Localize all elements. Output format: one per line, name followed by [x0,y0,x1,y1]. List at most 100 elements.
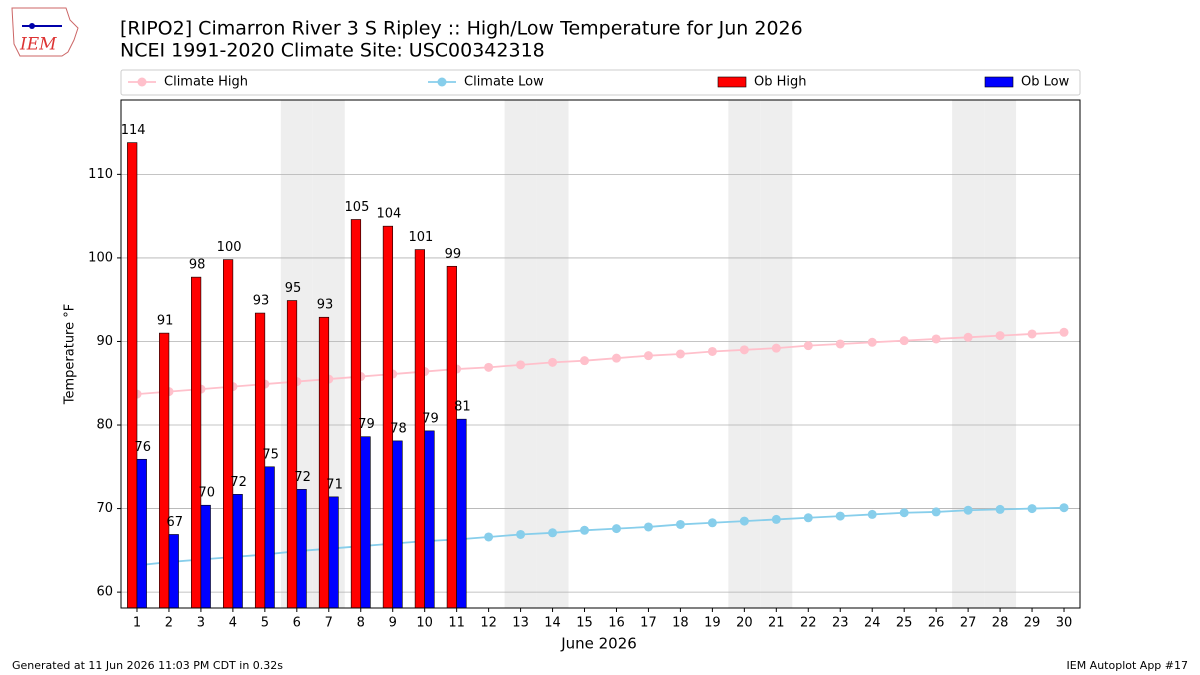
logo-dot [29,23,35,29]
legend-swatch [984,76,1014,88]
x-tick-label: 13 [512,616,529,631]
line-marker [516,360,526,370]
x-tick-label: 20 [736,616,753,631]
bar [392,440,403,609]
x-tick-label: 30 [1056,616,1073,631]
bar-value-label: 67 [166,515,183,530]
x-tick-label: 12 [480,616,497,631]
bar-value-label: 98 [189,258,206,273]
legend-label: Climate Low [464,75,544,90]
bar-value-label: 101 [408,230,433,245]
x-tick-label: 6 [293,616,301,631]
line-marker [803,341,813,351]
bar-value-label: 99 [445,247,462,262]
bar [168,534,179,609]
y-axis-label: Temperature °F [63,304,78,405]
y-tick-label: 80 [96,418,113,433]
line-marker [739,345,749,355]
line-marker [1059,327,1069,337]
legend-marker [437,77,447,87]
line-marker [484,362,494,372]
line-marker [899,336,909,346]
footer-left: Generated at 11 Jun 2026 11:03 PM CDT in… [12,659,283,672]
bar-value-label: 70 [198,486,215,501]
line-marker [484,532,494,542]
bar [127,142,138,609]
x-tick-label: 10 [416,616,433,631]
x-tick-label: 2 [165,616,173,631]
bar [159,332,170,609]
line-marker [771,343,781,353]
weekend-shade [760,100,793,608]
chart-title: [RIPO2] Cimarron River 3 S Ripley :: Hig… [120,18,803,40]
bar-value-label: 81 [454,400,471,415]
logo-outline [11,7,79,57]
legend-label: Climate High [164,75,248,90]
line-marker [580,525,590,535]
line-marker [835,339,845,349]
line [136,506,1065,567]
bar [222,259,234,609]
x-tick-label: 23 [832,616,849,631]
x-tick-label: 8 [357,616,365,631]
logo: IEM [11,7,79,57]
bar [456,418,467,609]
logo-text: IEM [19,35,57,55]
line-marker [995,331,1005,341]
bar [328,496,339,609]
bar [191,276,202,609]
x-tick-label: 5 [261,616,269,631]
chart-subtitle: NCEI 1991-2020 Climate Site: USC00342318 [120,40,545,62]
legend-marker [137,77,147,87]
line-marker [1027,329,1037,339]
weekend-shade [536,100,569,608]
y-tick-label: 100 [88,250,113,265]
x-tick-label: 4 [229,616,237,631]
x-tick-label: 14 [544,616,561,631]
x-tick-label: 16 [608,616,625,631]
x-tick-label: 3 [197,616,205,631]
line-marker [835,511,845,521]
line-marker [963,332,973,342]
bar [232,494,243,609]
bar [296,489,307,609]
line-marker [931,507,941,517]
line-marker [611,524,621,534]
x-tick-label: 25 [896,616,913,631]
plot-frame [120,99,1081,609]
line-marker [643,522,653,532]
weekend-shade [952,100,985,608]
legend-label: Ob High [754,75,807,90]
line-marker [803,513,813,523]
x-tick-label: 22 [800,616,817,631]
line-marker [516,529,526,539]
x-tick-label: 28 [992,616,1009,631]
bar [414,249,425,609]
line-marker [548,357,558,367]
bar-value-label: 78 [390,421,407,436]
x-tick-label: 26 [928,616,945,631]
line-marker [675,349,685,359]
line-marker [867,509,877,519]
line-marker [931,334,941,344]
line-marker [707,518,717,528]
x-tick-label: 17 [640,616,657,631]
footer-right: IEM Autoplot App #17 [1067,659,1189,672]
line-marker [643,351,653,361]
bar-value-label: 91 [157,314,174,329]
bar [350,219,362,609]
x-axis-label: June 2026 [560,635,637,653]
line-marker [580,356,590,366]
bar [424,430,435,609]
bar-value-label: 71 [326,477,343,492]
bar-value-label: 72 [230,475,247,490]
bar [318,316,330,609]
bar-value-label: 72 [294,470,311,485]
weekend-shade [504,100,537,608]
x-tick-label: 11 [448,616,465,631]
x-tick-label: 21 [768,616,785,631]
bar-value-label: 100 [217,240,242,255]
legend-swatch [717,76,747,88]
y-tick-label: 70 [96,501,113,516]
y-tick-label: 110 [88,167,113,182]
